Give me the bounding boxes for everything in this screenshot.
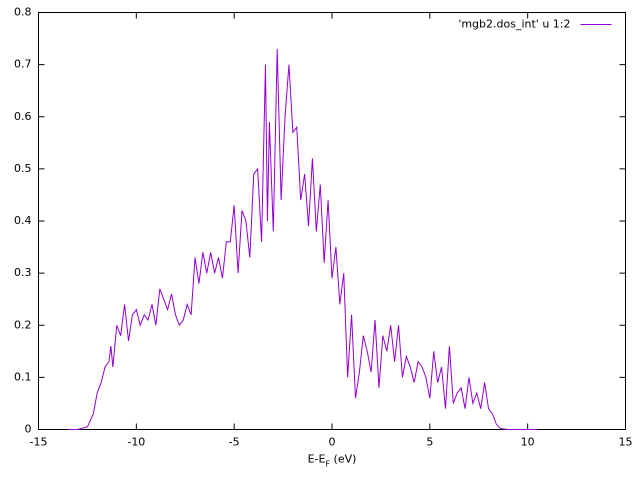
x-axis-label-part: F bbox=[325, 460, 330, 469]
x-tick-label: 10 bbox=[521, 436, 535, 449]
legend-label: 'mgb2.dos_int' u 1:2 bbox=[458, 18, 570, 31]
y-tick-label: 0.4 bbox=[14, 214, 32, 227]
y-tick-label: 0.5 bbox=[14, 162, 32, 175]
x-tick-label: 15 bbox=[619, 436, 633, 449]
x-tick-label: -5 bbox=[229, 436, 240, 449]
y-tick-label: 0.1 bbox=[14, 370, 32, 383]
plot-frame bbox=[38, 12, 626, 430]
y-tick-label: 0 bbox=[25, 423, 32, 436]
y-tick-label: 0.2 bbox=[14, 318, 32, 331]
x-tick-label: 5 bbox=[426, 436, 433, 449]
y-tick-label: 0.3 bbox=[14, 266, 32, 279]
y-tick-label: 0.7 bbox=[14, 58, 32, 71]
x-tick-label: -15 bbox=[30, 436, 48, 449]
x-axis-label: E-EF (eV) bbox=[308, 453, 357, 469]
y-tick-label: 0.8 bbox=[14, 6, 32, 19]
y-tick-label: 0.6 bbox=[14, 110, 32, 123]
x-axis-label-part: (eV) bbox=[330, 453, 356, 466]
x-axis-label-part: E-E bbox=[308, 453, 326, 466]
x-tick-label: -10 bbox=[127, 436, 145, 449]
data-line bbox=[67, 48, 538, 430]
x-tick-label: 0 bbox=[329, 436, 336, 449]
